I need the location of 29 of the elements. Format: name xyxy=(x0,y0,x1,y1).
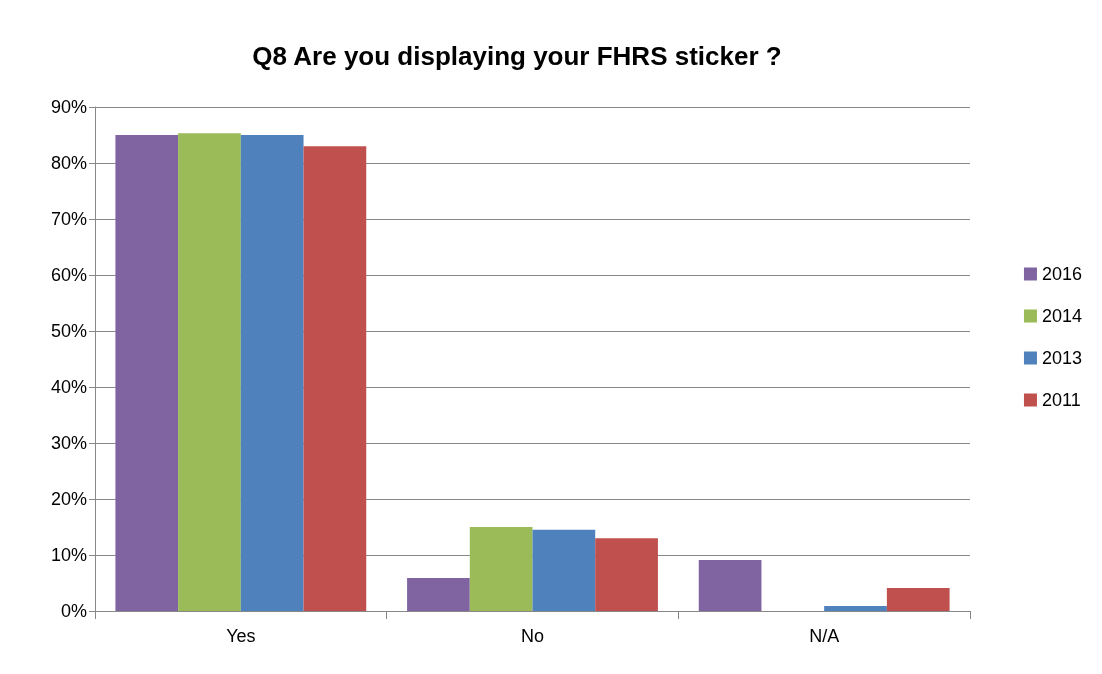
bar xyxy=(886,588,950,611)
y-tick-label: 40% xyxy=(50,377,87,397)
bar xyxy=(532,529,596,611)
y-tick-label: 10% xyxy=(50,545,87,565)
legend-label: 2013 xyxy=(1041,348,1082,368)
x-tick-label: Yes xyxy=(226,626,256,646)
y-tick-label: 90% xyxy=(50,97,87,117)
legend-label: 2016 xyxy=(1041,264,1082,284)
legend-label: 2014 xyxy=(1041,306,1082,326)
bar xyxy=(303,146,367,611)
x-tick-label: No xyxy=(520,626,545,646)
legend-label: 2011 xyxy=(1041,390,1081,410)
bar xyxy=(824,605,887,611)
y-tick-label: 20% xyxy=(50,489,87,509)
x-tick-label: N/A xyxy=(809,626,840,646)
bar xyxy=(407,577,470,611)
y-tick-label: 60% xyxy=(50,265,87,285)
bar xyxy=(595,538,658,611)
chart-title: Q8 Are you displaying your FHRS sticker ? xyxy=(252,41,782,71)
bar xyxy=(178,133,241,611)
bar xyxy=(698,560,762,611)
y-tick-label: 0% xyxy=(60,601,87,621)
y-tick-label: 80% xyxy=(50,153,87,173)
y-tick-label: 70% xyxy=(50,209,87,229)
bar xyxy=(240,135,304,611)
bar xyxy=(469,527,533,611)
y-tick-label: 50% xyxy=(50,321,87,341)
bar xyxy=(115,135,179,611)
y-tick-label: 30% xyxy=(50,433,87,453)
